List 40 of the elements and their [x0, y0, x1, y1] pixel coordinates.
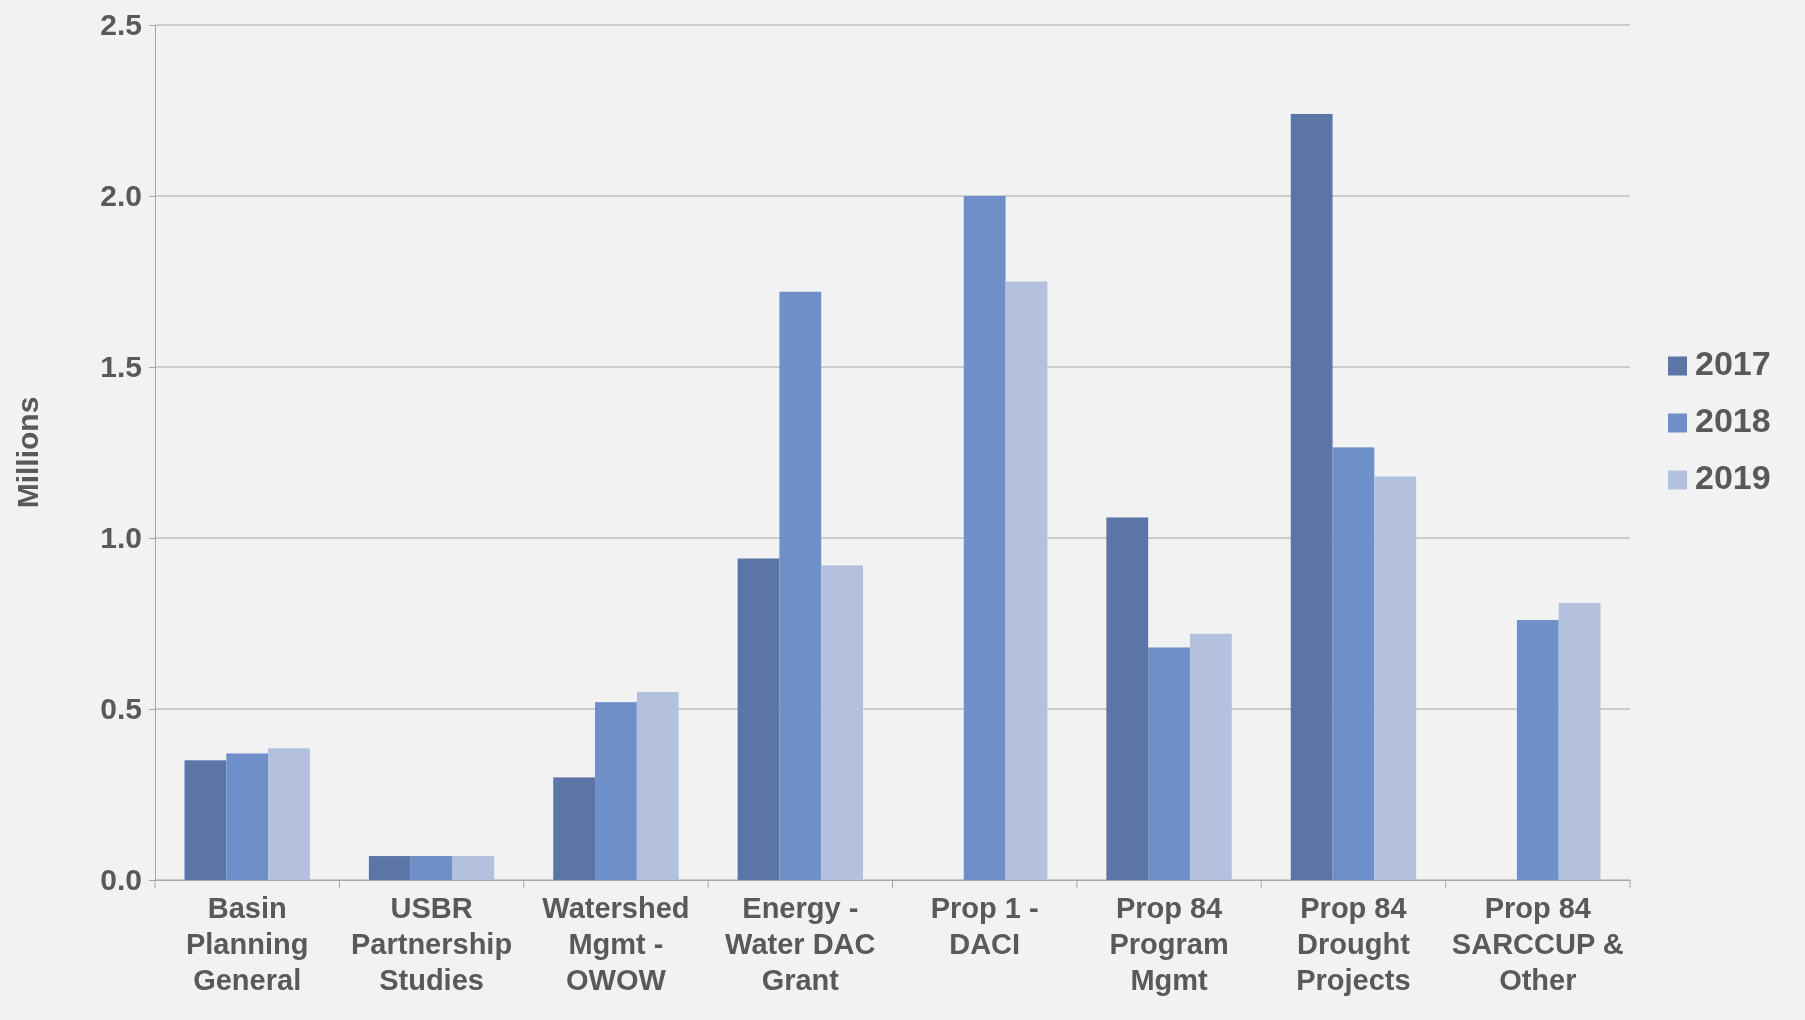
y-tick-label: 2.0	[100, 179, 142, 213]
x-tick-label: USBR Partnership Studies	[350, 892, 513, 996]
x-tick-label: Basin Planning General	[185, 892, 309, 996]
legend-label: 2019	[1695, 457, 1771, 496]
bar	[226, 753, 269, 880]
bar	[452, 856, 495, 880]
x-tick-label: Prop 84 SARCCUP & Other	[1451, 892, 1624, 996]
bar	[1290, 113, 1333, 880]
y-axis-title: Millions	[11, 396, 44, 509]
x-tick-label: Energy - Water DAC Grant	[725, 892, 876, 996]
bar	[1558, 602, 1601, 880]
bar	[779, 291, 822, 880]
legend-label: 2017	[1695, 343, 1771, 382]
x-tick-label: Prop 84 Program Mgmt	[1109, 892, 1229, 996]
x-tick-label: Watershed Mgmt - OWOW	[542, 892, 690, 996]
bar	[1005, 281, 1048, 880]
x-tick-label: Prop 1 - DACI	[930, 892, 1039, 960]
bar	[595, 702, 637, 880]
bar	[410, 856, 453, 880]
bar	[368, 856, 411, 880]
bar	[1189, 633, 1232, 880]
y-tick-label: 2.5	[100, 8, 142, 42]
bar	[1374, 476, 1417, 880]
y-tick-label: 0.0	[100, 863, 142, 897]
x-tick-label: Prop 84 Drought Projects	[1296, 892, 1411, 996]
bar	[636, 691, 679, 880]
bar	[737, 558, 780, 880]
legend-label: 2018	[1695, 400, 1771, 439]
bar	[963, 196, 1006, 880]
bar	[268, 748, 310, 880]
bar	[553, 777, 596, 880]
y-tick-label: 1.0	[100, 521, 142, 555]
bar	[1516, 620, 1559, 880]
bar	[184, 760, 227, 880]
bar	[1148, 647, 1190, 880]
bar	[821, 565, 863, 880]
bar	[1332, 447, 1375, 880]
y-tick-label: 1.5	[100, 350, 142, 384]
bar	[1106, 517, 1149, 880]
y-tick-label: 0.5	[100, 692, 142, 726]
